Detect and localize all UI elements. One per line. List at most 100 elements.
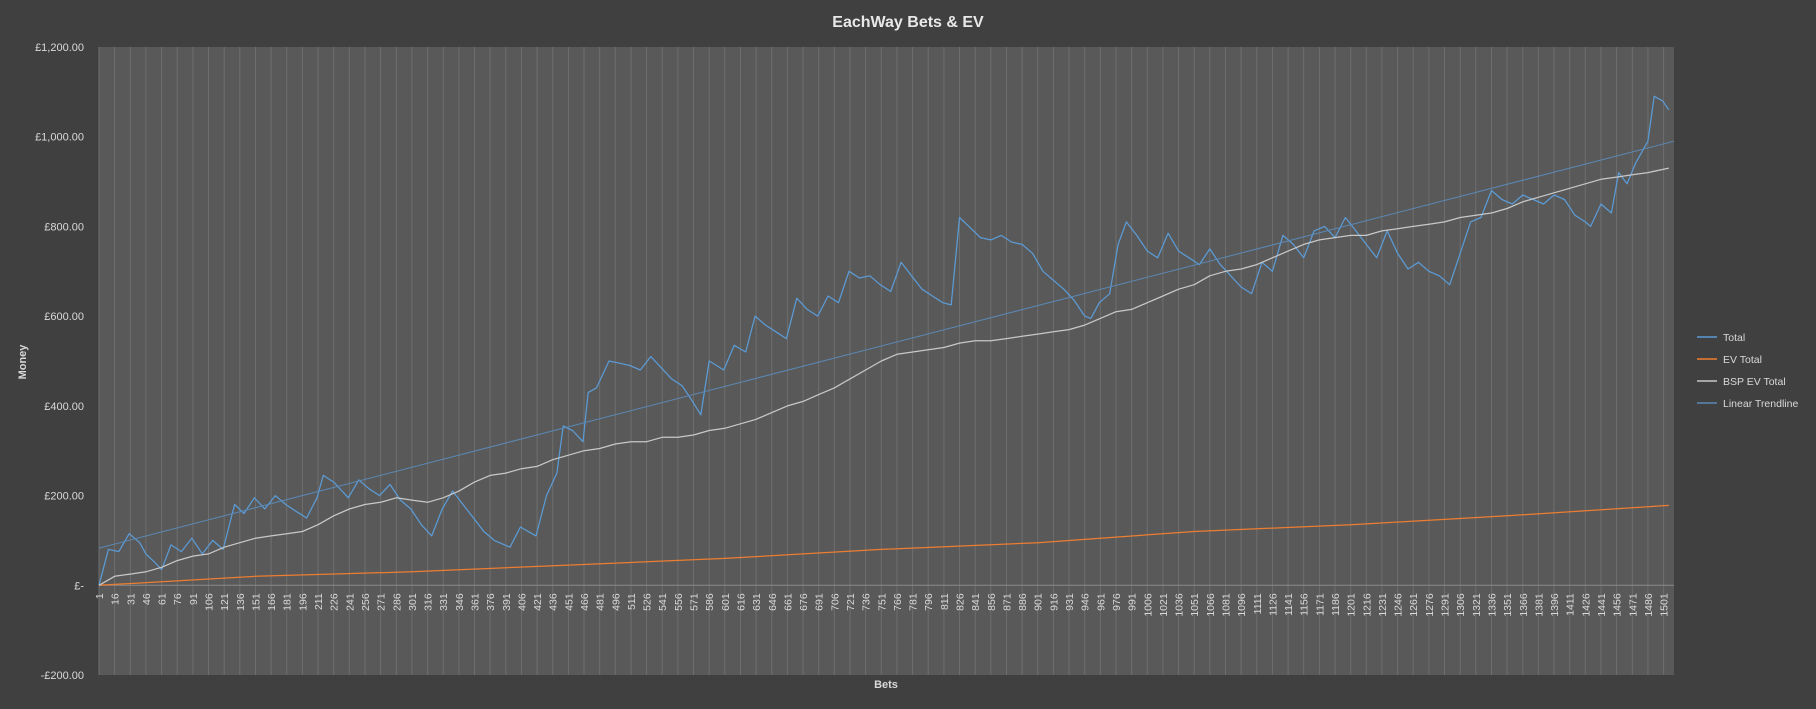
x-tick-label: 1366	[1518, 593, 1530, 617]
x-tick-label: 646	[767, 593, 779, 611]
x-tick-label: 916	[1048, 593, 1060, 611]
y-tick-label: £-	[74, 580, 84, 592]
x-tick-label: 496	[610, 593, 622, 611]
x-tick-label: 691	[814, 593, 826, 611]
x-tick-label: 526	[642, 593, 654, 611]
x-tick-label: 136	[235, 593, 247, 611]
x-tick-label: 466	[579, 593, 591, 611]
x-tick-label: 781	[908, 593, 920, 611]
x-tick-label: 1216	[1361, 593, 1373, 617]
x-tick-label: 721	[845, 593, 857, 611]
x-tick-label: 1156	[1299, 593, 1311, 616]
x-tick-label: 826	[955, 593, 967, 611]
x-tick-label: 1246	[1393, 593, 1405, 617]
legend-label-bsp-ev-total: BSP EV Total	[1723, 376, 1786, 388]
x-tick-label: 1231	[1377, 593, 1389, 617]
x-tick-label: 751	[876, 593, 888, 611]
x-tick-label: 1321	[1471, 593, 1483, 617]
x-axis-title: Bets	[874, 679, 898, 691]
legend-label-linear-trendline: Linear Trendline	[1723, 398, 1798, 410]
x-tick-label: 271	[376, 593, 388, 611]
x-tick-label: 1441	[1596, 593, 1608, 617]
x-tick-label: 1411	[1565, 593, 1577, 616]
x-tick-label: 1066	[1205, 593, 1217, 617]
x-tick-label: 1201	[1346, 593, 1358, 617]
legend-label-total: Total	[1723, 332, 1745, 344]
x-tick-label: 316	[423, 593, 435, 611]
x-tick-label: 1006	[1142, 593, 1154, 617]
x-tick-label: 1036	[1174, 593, 1186, 617]
x-tick-label: 1141	[1283, 593, 1295, 616]
plot-area-background	[99, 47, 1674, 675]
x-tick-label: 811	[939, 593, 951, 610]
chart-title: EachWay Bets & EV	[832, 14, 984, 31]
y-tick-label: -£200.00	[41, 670, 84, 682]
x-tick-label: 226	[329, 593, 341, 611]
x-tick-label: 1096	[1236, 593, 1248, 617]
x-tick-label: 1081	[1221, 593, 1233, 617]
x-tick-label: 331	[438, 593, 450, 611]
x-tick-label: 961	[1095, 593, 1107, 611]
x-tick-label: 1486	[1643, 593, 1655, 617]
x-tick-label: 286	[391, 593, 403, 611]
x-tick-label: 886	[1017, 593, 1029, 611]
x-tick-label: 451	[563, 593, 575, 611]
series-layer	[98, 95, 1675, 586]
x-tick-label: 796	[923, 593, 935, 611]
x-tick-label: 121	[219, 593, 231, 611]
x-tick-label: 1456	[1612, 593, 1624, 617]
series-line-bsp-ev-total	[98, 167, 1669, 586]
x-tick-label: 406	[516, 593, 528, 611]
x-tick-label: 1021	[1158, 593, 1170, 617]
x-tick-label: 1126	[1267, 593, 1279, 616]
x-tick-label: 106	[204, 593, 216, 611]
x-tick-label: 1351	[1502, 593, 1514, 617]
x-tick-label: 1291	[1440, 593, 1452, 617]
series-line-total	[98, 95, 1670, 586]
x-tick-label: 1051	[1189, 593, 1201, 617]
x-tick-label: 586	[704, 593, 716, 611]
x-tick-label: 841	[970, 593, 982, 611]
y-axis-tick-labels: -£200.00 £- £200.00 £400.00 £600.00 £800.00 £1…	[35, 42, 84, 682]
x-tick-label: 76	[172, 593, 184, 605]
x-tick-label: 376	[485, 593, 497, 611]
x-tick-label: 1276	[1424, 593, 1436, 617]
x-tick-label: 391	[501, 593, 513, 611]
y-tick-label: £1,000.00	[35, 132, 84, 144]
x-tick-label: 931	[1064, 593, 1076, 611]
x-tick-label: 16	[110, 593, 122, 605]
x-tick-label: 991	[1127, 593, 1139, 611]
x-tick-label: 631	[751, 593, 763, 611]
x-tick-label: 421	[532, 593, 544, 611]
x-tick-label: 151	[251, 593, 263, 611]
x-tick-label: 61	[157, 593, 169, 605]
y-tick-label: £200.00	[44, 491, 84, 503]
x-tick-label: 1426	[1580, 593, 1592, 617]
y-tick-label: £600.00	[44, 311, 84, 323]
series-line-linear-trendline	[98, 140, 1675, 549]
x-tick-label: 511	[626, 593, 638, 610]
x-tick-label: 436	[548, 593, 560, 611]
x-tick-label: 601	[720, 593, 732, 611]
x-tick-label: 181	[282, 593, 294, 611]
x-tick-label: 481	[595, 593, 607, 611]
x-tick-label: 661	[782, 593, 794, 611]
series-line-ev-total	[98, 504, 1669, 586]
x-tick-label: 976	[1111, 593, 1123, 611]
x-tick-label: 736	[861, 593, 873, 611]
y-tick-label: £400.00	[44, 401, 84, 413]
x-tick-label: 766	[892, 593, 904, 611]
x-tick-label: 571	[689, 593, 701, 611]
x-tick-label: 166	[266, 593, 278, 611]
x-tick-label: 1	[94, 593, 106, 599]
y-tick-label: £800.00	[44, 221, 84, 233]
x-tick-label: 541	[657, 593, 669, 611]
x-tick-label: 1171	[1314, 593, 1326, 616]
x-tick-label: 91	[188, 593, 200, 605]
x-tick-label: 211	[313, 593, 325, 610]
x-tick-label: 901	[1033, 593, 1045, 611]
x-tick-label: 1381	[1533, 593, 1545, 617]
y-tick-label: £1,200.00	[35, 42, 84, 54]
